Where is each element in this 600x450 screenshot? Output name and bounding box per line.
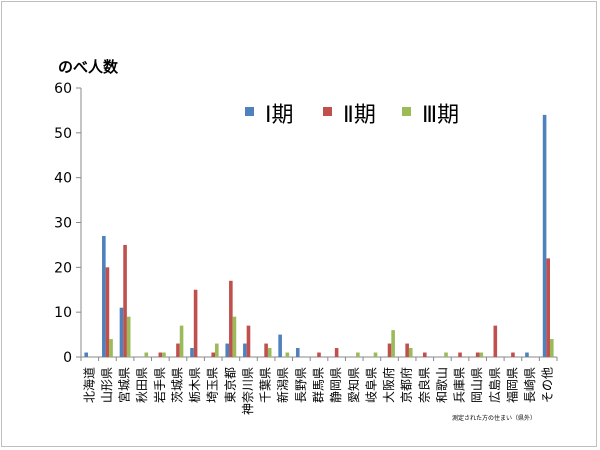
bar [109,339,113,357]
category-label: 長野県 [294,367,308,403]
category-label: 大阪府 [381,367,396,403]
bar [190,348,194,357]
bar [285,352,290,357]
y-tick-label: 30 [54,216,72,232]
category-label: 埼玉県 [206,367,220,403]
bar [356,352,360,357]
legend: Ⅰ期 Ⅱ期 Ⅲ期 [245,103,459,128]
bar [243,343,247,357]
category-label: 和歌山 [434,367,449,403]
category-label: 広島県 [487,367,502,403]
bar [176,343,180,357]
bar [246,325,251,357]
y-tick-label: 0 [63,350,72,366]
bar [193,289,198,357]
category-label: 福岡県 [504,367,519,403]
category-labels: 北海道 山形県 宮城県 秋田県 岩手県 茨城県 栃木県 埼玉県 東京都 神奈川県 千葉県 新潟県 長野県… [81,367,554,415]
legend-label: Ⅲ期 [422,103,459,128]
bar [232,316,237,357]
bar [211,352,216,357]
category-label: 愛知県 [347,367,361,403]
legend-swatch [245,107,254,116]
category-label: その他 [541,367,555,403]
bar [119,307,124,357]
bar [278,334,282,357]
y-tick-label: 10 [54,305,72,321]
legend-swatch [402,107,411,116]
bar [458,352,462,357]
category-label: 岡山県 [470,367,484,403]
category-label: 山形県 [100,367,114,403]
category-label: 神奈川県 [241,367,255,415]
bar [158,352,163,357]
category-label: 群馬県 [312,367,326,403]
category-label: 千葉県 [259,367,273,403]
y-tick-labels: 0 10 20 30 40 50 60 [54,81,72,366]
category-label: 奈良県 [416,367,431,403]
y-tick-label: 40 [54,171,72,187]
bar [179,325,184,357]
bar [373,352,378,357]
bar [215,343,219,357]
bar [408,348,413,357]
bar [405,343,409,357]
bar [542,114,547,358]
category-label: 茨城県 [170,367,184,403]
category-label: 長崎県 [523,367,537,403]
y-axis-label: のべ人数 [58,58,119,76]
bar [225,343,230,357]
category-label: 京都府 [399,367,414,403]
bar [102,235,106,357]
category-label: 北海道 [81,367,96,403]
bar [493,325,498,357]
category-label: 東京都 [223,367,237,403]
legend-label: Ⅰ期 [265,103,294,128]
category-label: 兵庫県 [453,367,467,403]
bar [387,343,392,357]
bar [422,352,427,357]
category-label: 岐阜県 [364,367,378,403]
bar [444,352,448,357]
bar [229,280,233,357]
bar [317,352,321,357]
bar [334,348,339,357]
bar [511,352,515,357]
y-tick-label: 60 [54,81,72,97]
bar [144,352,149,357]
bar [162,352,166,357]
bar [267,348,272,357]
bars [84,114,554,358]
bar [475,352,480,357]
category-label: 静岡県 [329,367,343,403]
bar [546,258,550,357]
bar [391,330,395,357]
bar [549,339,554,357]
y-tick-label: 50 [54,126,72,142]
legend-swatch [323,107,332,116]
bar [126,316,131,357]
bar [105,267,110,357]
bar [525,352,529,357]
legend-label: Ⅱ期 [343,103,376,128]
bar [123,244,127,357]
y-tick-label: 20 [54,260,72,276]
footnote: 測定された方の住まい（県外） [452,414,536,422]
bar [264,343,268,357]
category-label: 岩手県 [152,367,167,403]
category-label: 栃木県 [188,367,202,403]
axes [76,87,558,361]
category-label: 新潟県 [275,367,290,403]
bar [295,348,300,357]
bar [479,352,484,357]
bar [84,352,89,357]
category-label: 宮城県 [117,367,132,403]
category-label: 秋田県 [135,367,149,403]
